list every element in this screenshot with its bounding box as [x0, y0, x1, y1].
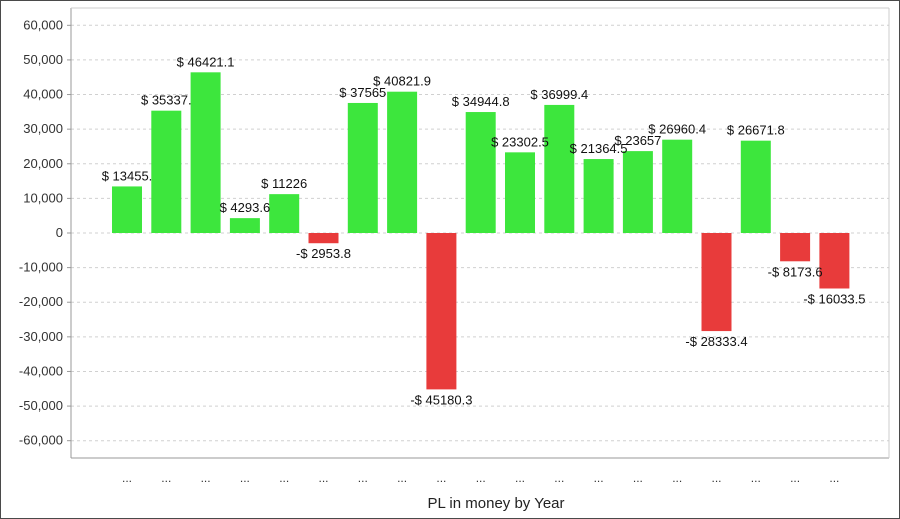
bar[interactable]: [701, 233, 732, 332]
bar[interactable]: [780, 233, 811, 262]
data-label: $ 36999.4: [530, 87, 588, 102]
data-label: -$ 16033.5: [803, 292, 865, 307]
bar[interactable]: [269, 194, 300, 233]
data-label: $ 34944.8: [452, 94, 510, 109]
y-tick-label: 0: [56, 225, 63, 240]
data-label: $ 40821.9: [373, 74, 431, 89]
x-tick-label: ...: [633, 471, 643, 485]
data-label: -$ 8173.6: [768, 264, 823, 279]
bar[interactable]: [190, 72, 221, 233]
y-tick-label: 40,000: [23, 87, 63, 102]
data-label: $ 4293.6: [220, 200, 271, 215]
x-tick-label: ...: [201, 471, 211, 485]
y-tick-label: -30,000: [19, 329, 63, 344]
data-label: $ 23302.5: [491, 134, 549, 149]
bar[interactable]: [622, 151, 653, 233]
bar[interactable]: [583, 159, 614, 233]
bar[interactable]: [151, 110, 182, 233]
bar[interactable]: [819, 233, 850, 289]
data-label: $ 23657: [614, 133, 661, 148]
data-label: -$ 28333.4: [685, 334, 747, 349]
bar[interactable]: [505, 152, 535, 233]
y-tick-label: 10,000: [23, 190, 63, 205]
y-tick-label: 30,000: [23, 121, 63, 136]
data-label: $ 11226: [261, 176, 307, 191]
data-label: $ 13455.: [102, 168, 153, 183]
y-tick-label: -10,000: [19, 260, 63, 275]
x-tick-label: ...: [358, 471, 368, 485]
category-labels: ........................................…: [122, 471, 839, 485]
data-label: $ 35337.: [141, 93, 192, 108]
data-label: $ 37565: [339, 85, 386, 100]
bars: [112, 72, 850, 390]
y-tick-label: -40,000: [19, 363, 63, 378]
bar[interactable]: [387, 91, 418, 233]
x-tick-label: ...: [240, 471, 250, 485]
bar[interactable]: [426, 233, 457, 390]
bar[interactable]: [740, 140, 771, 233]
y-tick-label: 50,000: [23, 52, 63, 67]
x-tick-label: ...: [790, 471, 800, 485]
bar[interactable]: [662, 139, 693, 233]
x-tick-label: ...: [751, 471, 761, 485]
x-tick-label: ...: [829, 471, 839, 485]
x-tick-label: ...: [318, 471, 328, 485]
data-label: $ 26671.8: [727, 123, 785, 138]
y-tick-label: -60,000: [19, 433, 63, 448]
x-tick-label: ...: [436, 471, 446, 485]
x-axis-title: PL in money by Year: [427, 495, 564, 512]
y-tick-label: 20,000: [23, 156, 63, 171]
x-tick-label: ...: [279, 471, 289, 485]
y-tick-label: -20,000: [19, 294, 63, 309]
bar[interactable]: [229, 218, 260, 233]
data-label: $ 26960.4: [648, 122, 706, 137]
x-tick-label: ...: [711, 471, 721, 485]
x-tick-label: ...: [397, 471, 407, 485]
data-label: -$ 2953.8: [296, 246, 351, 261]
y-tick-label: 60,000: [23, 17, 63, 32]
x-tick-label: ...: [476, 471, 486, 485]
axes: 60,000 50,000 40,000 30,000 20,000 10,000 0 -10…: [19, 7, 890, 459]
y-tick-label: -50,000: [19, 398, 63, 413]
bar[interactable]: [112, 186, 142, 233]
x-tick-label: ...: [515, 471, 525, 485]
bar[interactable]: [544, 104, 575, 233]
data-label: $ 46421.1: [177, 54, 235, 69]
x-tick-label: ...: [594, 471, 604, 485]
bar[interactable]: [308, 233, 339, 244]
bar[interactable]: [465, 112, 496, 233]
x-tick-label: ...: [122, 471, 132, 485]
data-label: -$ 45180.3: [410, 392, 472, 407]
x-tick-label: ...: [554, 471, 564, 485]
data-label: $ 21364.5: [570, 141, 628, 156]
data-labels: $ 13455. $ 35337. $ 46421.1 $ 4293.6 $ 11226…: [102, 54, 866, 407]
x-tick-label: ...: [161, 471, 171, 485]
bar[interactable]: [347, 102, 378, 233]
x-tick-label: ...: [672, 471, 682, 485]
